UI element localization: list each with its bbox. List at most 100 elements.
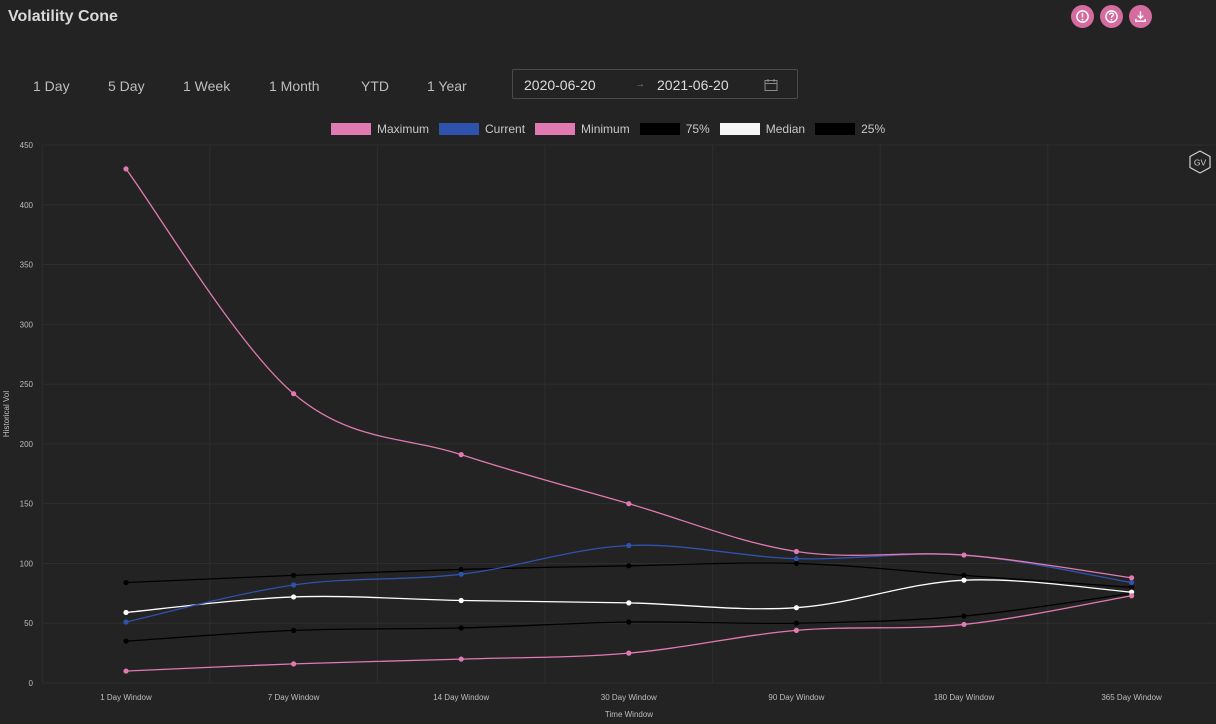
y-tick-label: 0 — [29, 679, 34, 688]
chart-series-lines — [125, 168, 1132, 672]
help-button[interactable] — [1100, 5, 1123, 28]
series-line-maximum — [125, 168, 1132, 579]
x-tick-label: 14 Day Window — [433, 693, 489, 702]
alert-button[interactable] — [1071, 5, 1094, 28]
range-5-day[interactable]: 5 Day — [108, 78, 145, 94]
data-point-minimum[interactable] — [291, 661, 297, 667]
legend-label-minimum: Minimum — [581, 122, 630, 136]
data-point-median[interactable] — [458, 597, 464, 604]
data-point-75-pct[interactable] — [961, 572, 967, 579]
date-range-picker[interactable]: 2020-06-20 → 2021-06-20 — [512, 69, 798, 99]
data-point-median[interactable] — [961, 577, 967, 583]
data-point-maximum[interactable] — [961, 552, 967, 558]
gv-badge[interactable]: GV — [1188, 150, 1212, 174]
x-tick-label: 180 Day Window — [934, 693, 995, 702]
data-point-25-pct[interactable] — [626, 619, 632, 625]
data-point-minimum[interactable] — [961, 621, 967, 628]
data-point-median[interactable] — [626, 600, 632, 606]
data-point-current[interactable] — [626, 542, 632, 549]
data-point-minimum[interactable] — [1129, 593, 1135, 599]
chart-series-points — [123, 166, 1135, 674]
series-line-minimum — [125, 595, 1132, 672]
legend-swatch-75 — [639, 123, 680, 135]
legend-label-75: 75% — [685, 122, 710, 136]
page-title: Volatility Cone — [8, 8, 118, 25]
data-point-25-pct[interactable] — [961, 613, 967, 619]
legend-label-25: 25% — [861, 122, 886, 136]
y-tick-label: 400 — [20, 201, 34, 210]
data-point-minimum[interactable] — [458, 656, 464, 662]
legend-item-25[interactable]: 25% — [815, 122, 885, 136]
legend-item-maximum[interactable]: Maximum — [331, 122, 429, 136]
x-tick-label: 1 Day Window — [100, 693, 152, 702]
download-icon — [1135, 11, 1146, 22]
data-point-maximum[interactable] — [123, 166, 129, 172]
y-tick-label: 200 — [20, 440, 34, 449]
download-button[interactable] — [1129, 5, 1152, 28]
data-point-75-pct[interactable] — [793, 560, 800, 567]
legend-label-current: Current — [485, 122, 526, 136]
data-point-25-pct[interactable] — [123, 638, 129, 644]
data-point-minimum[interactable] — [793, 627, 800, 633]
legend-swatch-current — [439, 123, 480, 135]
data-point-current[interactable] — [123, 619, 129, 625]
data-point-25-pct[interactable] — [458, 625, 464, 631]
y-tick-label: 150 — [20, 500, 34, 509]
data-point-current[interactable] — [291, 582, 297, 588]
legend-item-median[interactable]: Median — [719, 122, 806, 136]
x-tick-label: 7 Day Window — [268, 693, 320, 702]
data-point-minimum[interactable] — [123, 668, 129, 674]
data-point-maximum[interactable] — [458, 452, 464, 458]
chart-axis-labels: 0 50 100 150 200 250 300 350 400 450 1 Day Window 7… — [2, 141, 1162, 719]
x-tick-label: 90 Day Window — [768, 693, 824, 702]
range-ytd[interactable]: YTD — [361, 78, 389, 94]
data-point-minimum[interactable] — [626, 650, 632, 656]
data-point-75-pct[interactable] — [291, 572, 297, 579]
data-point-maximum[interactable] — [793, 548, 800, 555]
range-1-week[interactable]: 1 Week — [183, 78, 231, 94]
y-tick-label: 300 — [20, 320, 34, 329]
legend-item-current[interactable]: Current — [439, 122, 525, 136]
data-point-current[interactable] — [1129, 579, 1135, 586]
header-actions — [1071, 5, 1152, 28]
data-point-75-pct[interactable] — [123, 579, 129, 586]
data-point-current[interactable] — [458, 571, 464, 577]
legend-swatch-25 — [815, 123, 856, 135]
data-point-maximum[interactable] — [291, 391, 297, 397]
calendar-icon[interactable] — [764, 78, 778, 92]
legend-swatch-maximum — [331, 123, 371, 135]
data-point-median[interactable] — [793, 605, 800, 611]
y-tick-label: 100 — [20, 559, 34, 568]
legend-item-75[interactable]: 75% — [639, 122, 710, 136]
data-point-75-pct[interactable] — [626, 563, 632, 569]
legend-item-minimum[interactable]: Minimum — [535, 122, 630, 136]
data-point-75-pct[interactable] — [458, 566, 464, 573]
range-1-day[interactable]: 1 Day — [33, 78, 70, 94]
legend-label-median: Median — [765, 122, 806, 136]
data-point-median[interactable] — [1129, 589, 1135, 595]
start-date-input[interactable]: 2020-06-20 — [524, 77, 596, 93]
data-point-25-pct[interactable] — [793, 620, 800, 626]
data-point-median[interactable] — [291, 594, 297, 600]
x-tick-label: 30 Day Window — [601, 693, 657, 702]
y-tick-label: 50 — [24, 619, 33, 628]
alert-icon — [1076, 10, 1089, 23]
data-point-median[interactable] — [123, 609, 129, 616]
legend-label-maximum: Maximum — [377, 122, 430, 136]
data-point-current[interactable] — [793, 556, 800, 562]
range-1-year[interactable]: 1 Year — [427, 78, 467, 94]
series-line-median — [125, 579, 1132, 614]
data-point-maximum[interactable] — [626, 501, 632, 507]
data-point-75-pct[interactable] — [1129, 584, 1135, 590]
chart-legend: Maximum Current Minimum 75% Median 25% — [331, 122, 895, 136]
y-tick-label: 350 — [20, 261, 34, 270]
legend-swatch-minimum — [535, 123, 576, 135]
y-tick-label: 250 — [20, 380, 34, 389]
gv-badge-label: GV — [1194, 158, 1207, 168]
data-point-maximum[interactable] — [1129, 575, 1135, 581]
end-date-input[interactable]: 2021-06-20 — [657, 77, 729, 93]
gv-badge-hexagon — [1189, 150, 1211, 174]
range-1-month[interactable]: 1 Month — [269, 78, 320, 94]
data-point-25-pct[interactable] — [291, 627, 297, 633]
